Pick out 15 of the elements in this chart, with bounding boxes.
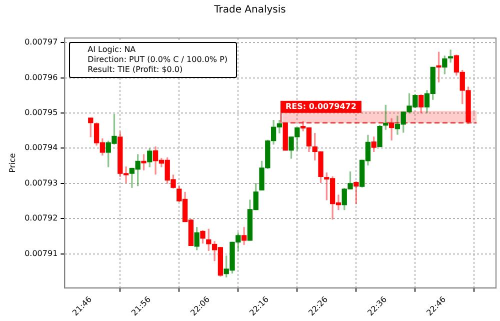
annotation: Result: TIE (Profit: $0.0) — [88, 65, 184, 75]
y-axis-title: Price — [8, 153, 17, 173]
ref-line-label: RES: 0.0079472 — [286, 102, 356, 111]
y-tick-label: 0.00793 — [24, 178, 58, 188]
annotation: AI Logic: NA — [88, 45, 137, 55]
y-tick-label: 0.00792 — [24, 214, 58, 223]
chart-title: Trade Analysis — [213, 4, 286, 16]
info-box: AI Logic: NA Direction: PUT (0.0% C / 100.0% P) Result: TIE (Profit: $0.0) — [68, 42, 237, 78]
y-tick-label: 0.00791 — [24, 248, 58, 258]
y-tick-label: 0.00796 — [24, 72, 58, 82]
y-tick-label: 0.00797 — [24, 38, 58, 47]
annotation: Direction: PUT (0.0% C / 100.0% P) — [88, 55, 228, 65]
y-tick-label: 0.00795 — [24, 108, 58, 118]
candlestick — [448, 50, 454, 63]
y-tick-label: 0.00794 — [24, 143, 58, 152]
